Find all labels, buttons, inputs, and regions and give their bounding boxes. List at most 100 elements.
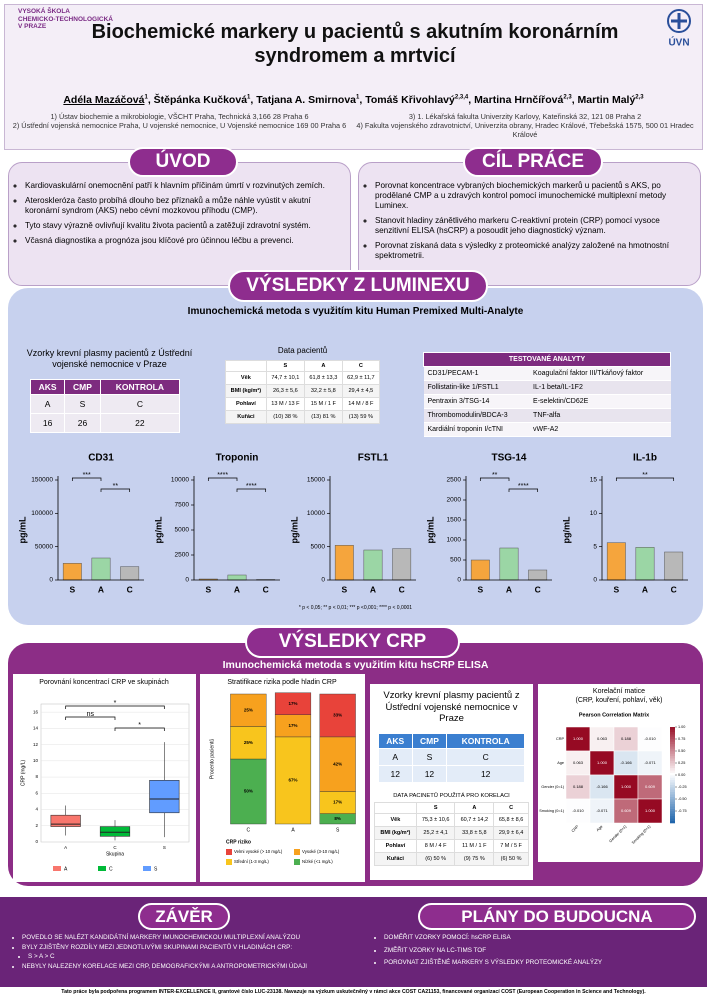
value-label: 8% [334,816,341,821]
footnote: * p < 0,05; ** p < 0,01; *** p <0,001; *… [298,605,413,611]
table-row: BMI (kg/m²) 26,3 ± 5,6 32,2 ± 5,8 29,4 ± 4,… [225,384,381,398]
significance-bracket [236,488,267,492]
bar [635,547,655,581]
colorbar-step [670,777,675,781]
author-affiliation: 2,3,4 [454,94,469,101]
significance-bracket [615,477,675,481]
table-header-row: AKS CMP KONTROLA [378,732,525,749]
intro-box: Kardiovaskulární onemocnění patří k hlav… [8,162,351,286]
table-row: Follistatin-like 1/FSTL1 IL-1 beta/IL-1F2 [423,380,671,395]
samples-table: AKS CMP KONTROLA A S C 16 26 22 [29,379,181,433]
cell-label: 1.000 [597,760,608,765]
column-label: Age [596,825,604,833]
author-affiliation: 1 [247,94,251,101]
list-item: Kardiovaskulární onemocnění patří k hlav… [25,181,342,191]
colorbar-step [670,727,675,730]
bar [499,547,519,581]
table-cell: 65,8 ± 8,6 [493,812,529,827]
significance-bracket [508,488,539,492]
colorbar-step [670,808,675,812]
legend-swatch [226,849,232,855]
conclusion-list: POVEDLO SE NALÉZT KANDIDÁTNÍ MARKERY IMU… [6,934,361,972]
header [4,4,703,150]
school: VYSOKÁ ŠKOLA CHEMICKO-TECHNOLOGICKÁ V PR… [18,8,113,31]
cell-label: 0.063 [573,760,584,765]
legend-label: Velmi vysoké (> 10 mg/L) [234,849,283,854]
axis [465,476,552,581]
table-cell: Kuřáci [225,410,267,424]
x-tick-label: S [477,584,483,594]
significance-bracket [114,727,165,731]
table-cell: Věk [225,371,267,385]
heat-cell [565,726,591,752]
y-tick-label: 5 [593,543,597,550]
significance-label: ** [642,472,648,479]
x-tick-label: A [64,845,67,850]
table-cell: Koagulační faktor III/Tkáňový faktor [529,366,671,381]
author-affiliation: 1 [144,94,148,101]
bar [363,549,383,581]
table-cell: 26 [64,413,101,433]
significance-bracket [100,488,131,492]
samples-title: Vzorky krevní plasmy pacientů z Ústřední… [26,348,193,369]
table-row: CD31/PECAM-1 Koagulační faktor III/Tkáňov… [423,366,671,381]
significance-bracket [65,705,165,709]
table-cell: Pohlaví [374,838,417,853]
table: TESTOVANÉ ANALYTY CD31/PECAM-1 Koagulační … [423,352,671,437]
title: Biochemické markery u pacientů s akutním… [91,21,619,67]
y-tick-label: 2500 [447,477,462,484]
table-cell: BMI (kg/m²) [225,384,267,398]
x-tick-label: C [671,584,677,594]
intro-list: Kardiovaskulární onemocnění patří k hlav… [9,181,350,246]
table-cell: 13 M / 13 F [265,397,305,411]
bar [470,559,490,581]
y-tick-label: 7500 [175,502,190,509]
table-row: Pentraxin 3/TSG-14 E-selektin/CD62E [423,394,671,409]
table-header: AKS [378,732,413,749]
value-label: 67% [288,778,297,783]
chart-title: Porovnání koncentrací CRP ve skupinách [39,679,169,686]
legend-label: C [109,866,113,872]
x-tick-label: S [69,584,75,594]
logo: ÚVN [667,9,691,49]
chart-title: FSTL1 [358,453,389,464]
x-tick-label: A [234,584,240,594]
y-tick-label: 8 [35,774,38,779]
table-cell: Věk [374,812,417,827]
bar-chart: Troponin pg/mL 0 2500 5000 7500 10000 S A C **** **… [153,453,280,594]
chart-title: Troponin [216,453,259,464]
affiliations-right: 3) 1. Lékařská fakulta Univerzity Karlov… [355,112,695,139]
heat-cell [565,774,591,800]
box [50,814,81,827]
legend-label: Vysoké (3-10 mg/L) [302,849,340,854]
bar [91,557,111,581]
table-corner [374,801,417,814]
legend-label: Nízké (<1 mg/L) [302,859,333,864]
significance-bracket [207,477,238,481]
logo-cross [671,13,687,29]
colorbar-label: 0.50 [678,749,685,753]
patients-table: S A C Věk 75,3 ± 10,6 60,7 ± 14,2 65,8 ± 8,6 BM… [374,801,529,866]
table-cell: 15 M / 1 F [303,397,343,411]
colorbar-step [670,813,675,817]
chart-title: Pearson Correlation Matrix [579,712,650,718]
x-tick-label: C [127,584,133,594]
luminex-title: VÝSLEDKY Z LUMINEXU [228,270,488,302]
table-cell: 8 M / 4 F [415,838,456,853]
table-header: S [415,801,456,814]
value-label: 25% [244,707,253,712]
table-row: 12 12 12 [378,764,525,783]
colorbar-label: 0.25 [678,761,685,765]
samples-table: AKS CMP KONTROLA A S C 12 12 12 [378,732,525,783]
affiliation: 4) Fakulta vojenského zdravotnictví, Uni… [356,121,694,139]
bar [392,548,412,581]
table-header: A [454,801,495,814]
table-cell: A [29,394,66,414]
conclusion-title: ZÁVĚR [138,903,230,930]
value-label: 17% [288,701,297,706]
y-tick-label: 14 [33,726,39,731]
x-tick-label: A [506,584,512,594]
